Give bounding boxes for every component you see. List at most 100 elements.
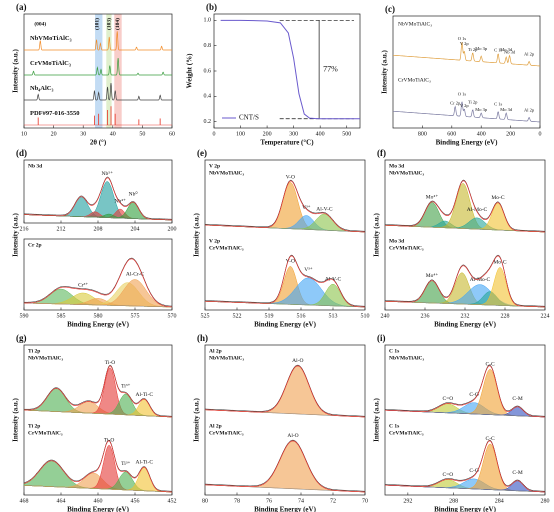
component-label: Nb⁵⁺	[101, 170, 113, 177]
spectrum-title: V 2p	[209, 238, 220, 244]
spectrum-title: C 1s	[389, 348, 399, 354]
peak-label: V 2p	[460, 103, 470, 108]
component-label: Mo-C	[493, 260, 506, 266]
x-tick-label: 575	[131, 313, 140, 319]
x-tick-label: 76	[266, 498, 272, 504]
x-tick-label: 80	[202, 498, 208, 504]
frame	[392, 15, 541, 129]
x-axis-label: Binding Energy (eV)	[67, 506, 130, 512]
background	[24, 409, 172, 418]
component-label: C-C	[486, 436, 496, 442]
x-tick-label: 228	[501, 313, 510, 319]
x-tick-label: 200	[263, 131, 272, 137]
pattern	[24, 83, 172, 101]
peak-index: (104)	[114, 18, 121, 30]
x-tick-label: 452	[168, 498, 177, 504]
envelope	[204, 440, 365, 493]
component-label: Ti³⁺	[121, 382, 130, 389]
series-name: PDF#97-016-3550	[30, 110, 79, 117]
fit-component	[205, 365, 365, 418]
fit-component	[204, 182, 365, 233]
spectrum-title: Cr 2p	[28, 242, 42, 248]
x-tick-label: 284	[495, 498, 504, 504]
y-axis-label: Intensity (a.u.)	[373, 212, 381, 256]
sample-name: CrVMoTiAlC₃	[209, 245, 244, 251]
x-tick-label: 78	[234, 498, 240, 504]
panel-label: (d)	[16, 148, 27, 158]
x-tick-label: 525	[201, 313, 210, 319]
x-tick-label: 580	[94, 313, 103, 319]
component-label: C=O	[442, 396, 453, 402]
peak-index: (101)	[94, 18, 101, 30]
x-tick-label: 400	[316, 131, 325, 137]
component-label: V-O	[286, 259, 295, 265]
envelope	[205, 365, 365, 418]
raw-data	[385, 254, 545, 307]
x-tick-label: 456	[131, 498, 140, 504]
component-label: Al-Ti-C	[135, 392, 153, 398]
peak-label: Ti 2p	[468, 47, 478, 52]
y-tick-label: 0.2	[204, 119, 212, 125]
x-axis-label: Binding Energy (eV)	[67, 321, 130, 329]
component-label: Al-Cr-C	[126, 272, 145, 278]
peak-label: Nb 3d	[504, 49, 516, 54]
x-tick-label: 240	[381, 313, 390, 319]
x-tick-label: 600	[447, 131, 456, 137]
raw-data	[385, 364, 545, 417]
x-tick-label: 400	[477, 131, 486, 137]
raw-data	[24, 364, 172, 417]
x-tick-label: 100	[236, 131, 245, 137]
x-tick-label: 30	[80, 131, 86, 137]
envelope	[384, 180, 545, 233]
envelope	[385, 255, 545, 308]
x-tick-label: 590	[20, 313, 29, 319]
sample-name: CrVMoTiAlC₃	[389, 245, 424, 251]
envelope	[384, 440, 545, 493]
spectrum	[392, 41, 540, 67]
envelope	[23, 440, 172, 493]
component-label: Al-V-C	[316, 206, 333, 212]
x-tick-label: 460	[94, 498, 103, 504]
x-axis-label: Binding Energy (eV)	[436, 139, 499, 147]
sample-name: NbVMoTiAlC₃	[398, 21, 432, 27]
series-name: Nb₄AlC₃	[30, 85, 53, 92]
frame	[204, 344, 366, 496]
x-tick-label: 500	[342, 131, 351, 137]
raw-data	[204, 439, 365, 492]
sample-name: NbVMoTiAlC₃	[389, 170, 425, 176]
component-label: C-O	[469, 468, 479, 474]
component-label: C-C	[486, 362, 496, 368]
series-name: NbVMoTiAlC₃	[30, 35, 72, 42]
x-tick-label: 60	[169, 131, 175, 137]
frame	[204, 159, 366, 311]
envelope	[24, 177, 172, 221]
x-tick-label: 516	[297, 313, 306, 319]
x-tick-label: 216	[20, 226, 29, 232]
x-tick-label: 280	[541, 498, 550, 504]
component-label: Al-O	[292, 358, 303, 364]
component-label: Al-Mo-C	[467, 207, 488, 213]
x-axis-label: 2θ (°)	[90, 139, 107, 147]
component-label: V³⁺	[304, 266, 313, 273]
pattern	[24, 31, 172, 51]
x-tick-label: 40	[110, 131, 116, 137]
spectrum-title: Ti 2p	[28, 423, 40, 429]
component-label: Nb⁰	[129, 191, 139, 198]
highlight-band	[95, 14, 103, 128]
frame	[384, 344, 546, 496]
x-axis-label: Binding Energy (eV)	[254, 506, 317, 512]
peak-index: (004)	[34, 20, 46, 27]
peak-label: Al 2p	[524, 108, 535, 113]
x-tick-label: 208	[94, 226, 103, 232]
x-axis-label: Temperature (°C)	[260, 139, 314, 147]
spectrum-title: Ti 2p	[28, 348, 40, 354]
spectrum-title: Mo 3d	[389, 238, 404, 244]
x-tick-label: 70	[362, 498, 368, 504]
y-axis-label: Intensity (a.u.)	[381, 49, 389, 93]
x-tick-label: 585	[57, 313, 66, 319]
peak-label: O 1s	[458, 91, 467, 96]
y-axis-label: Intensity (a.u.)	[12, 48, 20, 92]
spectrum-title: C 1s	[389, 423, 399, 429]
panel-label: (h)	[197, 333, 208, 343]
